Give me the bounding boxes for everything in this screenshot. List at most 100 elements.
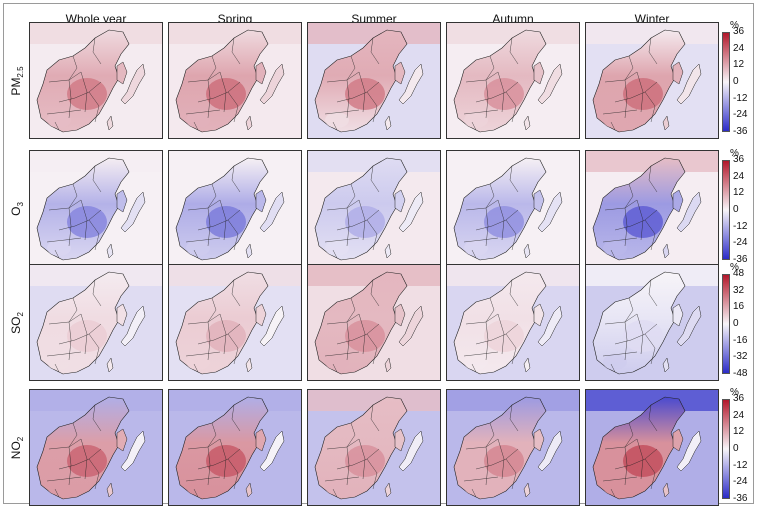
province-border [644,91,656,123]
northern-field [585,264,719,286]
province-border [58,448,102,470]
province-border [471,363,477,373]
northern-field [29,389,163,411]
province-border [610,249,616,259]
province-border [505,333,517,365]
colorbar-tick-label: 0 [733,318,739,329]
colorbar-tick-label: -32 [733,351,748,363]
panel-border [585,264,719,381]
province-border [231,165,241,193]
province-border [207,183,217,209]
taiwan-island [106,115,114,131]
province-border [207,321,211,361]
colorbar [722,32,730,132]
province-border [485,55,495,81]
province-border [471,249,477,259]
taiwan-island [106,243,114,259]
province-border [332,488,338,498]
province-border [366,219,378,251]
province-border [54,249,60,259]
map-panel [307,264,441,381]
colorbar-tick-label: 24 [733,409,745,421]
colorbar-tick-label: -12 [733,459,748,471]
colorbar-tick-label: -16 [733,334,748,346]
province-border [648,404,658,432]
province-border [46,351,82,357]
province-border [336,448,380,470]
province-border [346,321,350,361]
province-border [207,207,211,247]
southwest-region [186,354,210,370]
province-border [648,37,658,65]
province-border [197,81,241,103]
southwest-region [186,112,210,128]
map-panel [29,150,163,267]
province-border [358,71,366,113]
province-border [68,207,72,247]
province-border [207,55,217,81]
southwest-region [603,479,627,495]
southwest-region [603,354,627,370]
province-border [475,323,519,345]
province-border [358,313,366,355]
province-border [648,279,658,307]
northern-field [585,150,719,172]
province-border [509,404,519,432]
colorbar-tick-label: 12 [733,187,745,199]
province-border [68,422,78,448]
map-panel [446,22,580,139]
taiwan-island [662,243,670,259]
taiwan-island [245,243,253,259]
map-panel [307,150,441,267]
province-border [185,109,221,115]
province-border [227,333,239,365]
province-border [58,323,102,345]
province-border [54,363,60,373]
korea-peninsula [116,303,128,327]
northern-field [307,389,441,411]
panel-border [585,22,719,139]
province-border [68,79,72,119]
province-border [54,121,60,131]
province-border [193,488,199,498]
province-border [185,351,221,357]
northern-field [446,150,580,172]
taiwan-island [662,482,670,498]
province-border [88,458,100,490]
species-subscript: 3 [16,201,26,207]
japan-islands [259,305,285,347]
species-main: SO [8,316,23,334]
province-border [624,79,628,119]
southwest-region [464,479,488,495]
province-border [624,321,628,361]
northern-field [29,264,163,286]
province-border [614,448,658,470]
map-panel [307,389,441,506]
taiwan-island [384,243,392,259]
northern-field [168,389,302,411]
map-panel [29,264,163,381]
province-border [231,37,241,65]
northern-field [446,22,580,44]
korea-peninsula [116,189,128,213]
province-border [485,422,495,448]
row-label-species: SO2 [8,303,26,343]
province-border [197,448,241,470]
taiwan-island [106,357,114,373]
province-border [68,297,78,323]
province-border [358,199,366,241]
province-border [219,71,227,113]
korea-peninsula [533,61,545,85]
korea-peninsula [394,428,406,452]
taiwan-island [245,115,253,131]
province-border [336,323,380,345]
province-border [624,446,628,486]
province-border [227,91,239,123]
province-border [219,438,227,480]
province-border [346,297,356,323]
taiwan-island [662,115,670,131]
taiwan-island [106,482,114,498]
taiwan-island [523,115,531,131]
province-border [88,91,100,123]
province-border [346,446,350,486]
